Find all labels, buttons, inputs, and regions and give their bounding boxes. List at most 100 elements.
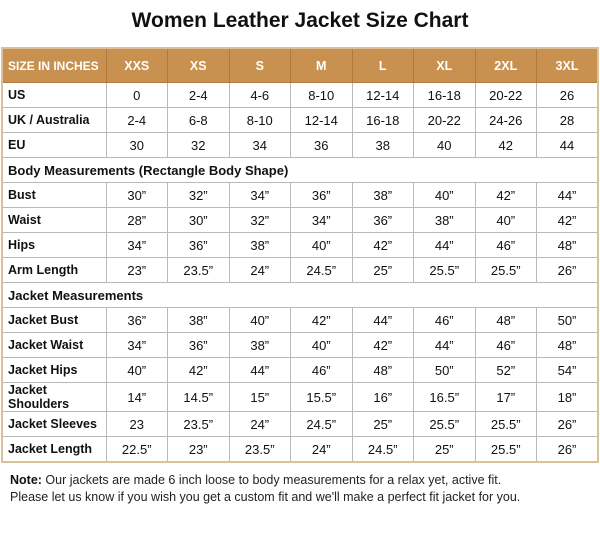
header-size-s: S [228,47,291,83]
table-cell: 52” [474,357,537,383]
table-cell: 46” [474,232,537,258]
table-cell: 44” [413,232,476,258]
table-cell: 44” [228,357,291,383]
table-cell: 16-18 [413,82,476,108]
table-cell: 42” [536,207,599,233]
table-cell: 23.5” [167,257,230,283]
table-cell: 24.5” [290,411,353,437]
table-cell: 42” [290,307,353,333]
table-cell: 25.5” [474,257,537,283]
table-cell: 40” [290,232,353,258]
table-cell: 32” [167,182,230,208]
table-row: Jacket Length 22.5” 23” 23.5” 24” 24.5” 25” 25.… [1,436,599,463]
table-cell: 24” [290,436,353,463]
header-size-xl: XL [413,47,476,83]
table-cell: 46” [413,307,476,333]
row-label: UK / Australia [1,107,107,133]
section-row: Body Measurements (Rectangle Body Shape) [1,157,599,183]
table-cell: 16.5” [413,382,476,412]
table-cell: 36” [167,232,230,258]
table-cell: 36” [167,332,230,358]
header-size-3xl: 3XL [536,47,599,83]
table-cell: 20-22 [413,107,476,133]
table-cell: 17” [474,382,537,412]
header-size-m: M [290,47,353,83]
table-cell: 44 [536,132,599,158]
row-label: EU [1,132,107,158]
table-cell: 2-4 [167,82,230,108]
table-cell: 40” [228,307,291,333]
table-cell: 2-4 [105,107,168,133]
row-label: Waist [1,207,107,233]
table-cell: 16” [351,382,414,412]
table-cell: 32” [228,207,291,233]
table-cell: 12-14 [351,82,414,108]
table-cell: 23.5” [167,411,230,437]
table-cell: 20-22 [474,82,537,108]
table-cell: 38” [228,332,291,358]
header-size-xxs: XXS [105,47,168,83]
table-cell: 48” [536,332,599,358]
table-header-row: SIZE IN INCHES XXS XS S M L XL 2XL 3XL [1,47,599,83]
table-cell: 30” [167,207,230,233]
table-cell: 23 [105,411,168,437]
table-cell: 44” [413,332,476,358]
table-cell: 48” [536,232,599,258]
table-cell: 44” [536,182,599,208]
table-cell: 12-14 [290,107,353,133]
table-cell: 24” [228,411,291,437]
table-cell: 25.5” [474,411,537,437]
table-cell: 26 [536,82,599,108]
section-heading: Jacket Measurements [1,282,599,308]
note: Note: Our jackets are made 6 inch loose … [10,472,520,506]
table-cell: 24” [228,257,291,283]
table-cell: 24-26 [474,107,537,133]
table-cell: 25” [351,257,414,283]
table-cell: 30” [105,182,168,208]
page-title: Women Leather Jacket Size Chart [131,9,469,32]
table-cell: 25.5” [474,436,537,463]
table-cell: 34” [228,182,291,208]
table-cell: 18” [536,382,599,412]
table-cell: 38 [351,132,414,158]
table-cell: 40” [105,357,168,383]
note-line-1: Our jackets are made 6 inch loose to bod… [41,473,502,487]
section-row: Jacket Measurements [1,282,599,308]
table-row: Hips 34” 36” 38” 40” 42” 44” 46” 48” [1,232,599,258]
table-cell: 23” [105,257,168,283]
table-cell: 14” [105,382,168,412]
table-cell: 36” [290,182,353,208]
table-cell: 23.5” [228,436,291,463]
table-cell: 38” [228,232,291,258]
row-label: Jacket Length [1,436,107,463]
table-row: Jacket Shoulders 14” 14.5” 15” 15.5” 16” 16.5”… [1,382,599,412]
row-label: Bust [1,182,107,208]
table-cell: 46” [474,332,537,358]
size-chart-table: SIZE IN INCHES XXS XS S M L XL 2XL 3XL US 0 2-4 4-6… [1,47,599,463]
table-cell: 38” [413,207,476,233]
row-label: Jacket Shoulders [1,382,107,412]
table-cell: 44” [351,307,414,333]
table-cell: 40” [474,207,537,233]
table-row: Jacket Sleeves 23 23.5” 24” 24.5” 25” 25.5” 25.… [1,411,599,437]
table-cell: 46” [290,357,353,383]
table-row: Jacket Waist 34” 36” 38” 40” 42” 44” 46” 48” [1,332,599,358]
table-cell: 22.5” [105,436,168,463]
header-size-in-inches: SIZE IN INCHES [1,47,107,83]
table-cell: 50” [413,357,476,383]
table-cell: 8-10 [290,82,353,108]
table-cell: 42” [474,182,537,208]
table-row: US 0 2-4 4-6 8-10 12-14 16-18 20-22 26 [1,82,599,108]
section-heading: Body Measurements (Rectangle Body Shape) [1,157,599,183]
table-row: Waist 28” 30” 32” 34” 36” 38” 40” 42” [1,207,599,233]
table-cell: 40 [413,132,476,158]
table-row: Jacket Bust 36” 38” 40” 42” 44” 46” 48” 50” [1,307,599,333]
table-cell: 36” [105,307,168,333]
header-size-2xl: 2XL [474,47,537,83]
table-cell: 48” [474,307,537,333]
table-cell: 40” [290,332,353,358]
table-cell: 16-18 [351,107,414,133]
table-row: Jacket Hips 40” 42” 44” 46” 48” 50” 52” 54” [1,357,599,383]
note-line-2: Please let us know if you wish you get a… [10,490,521,504]
header-size-l: L [351,47,414,83]
